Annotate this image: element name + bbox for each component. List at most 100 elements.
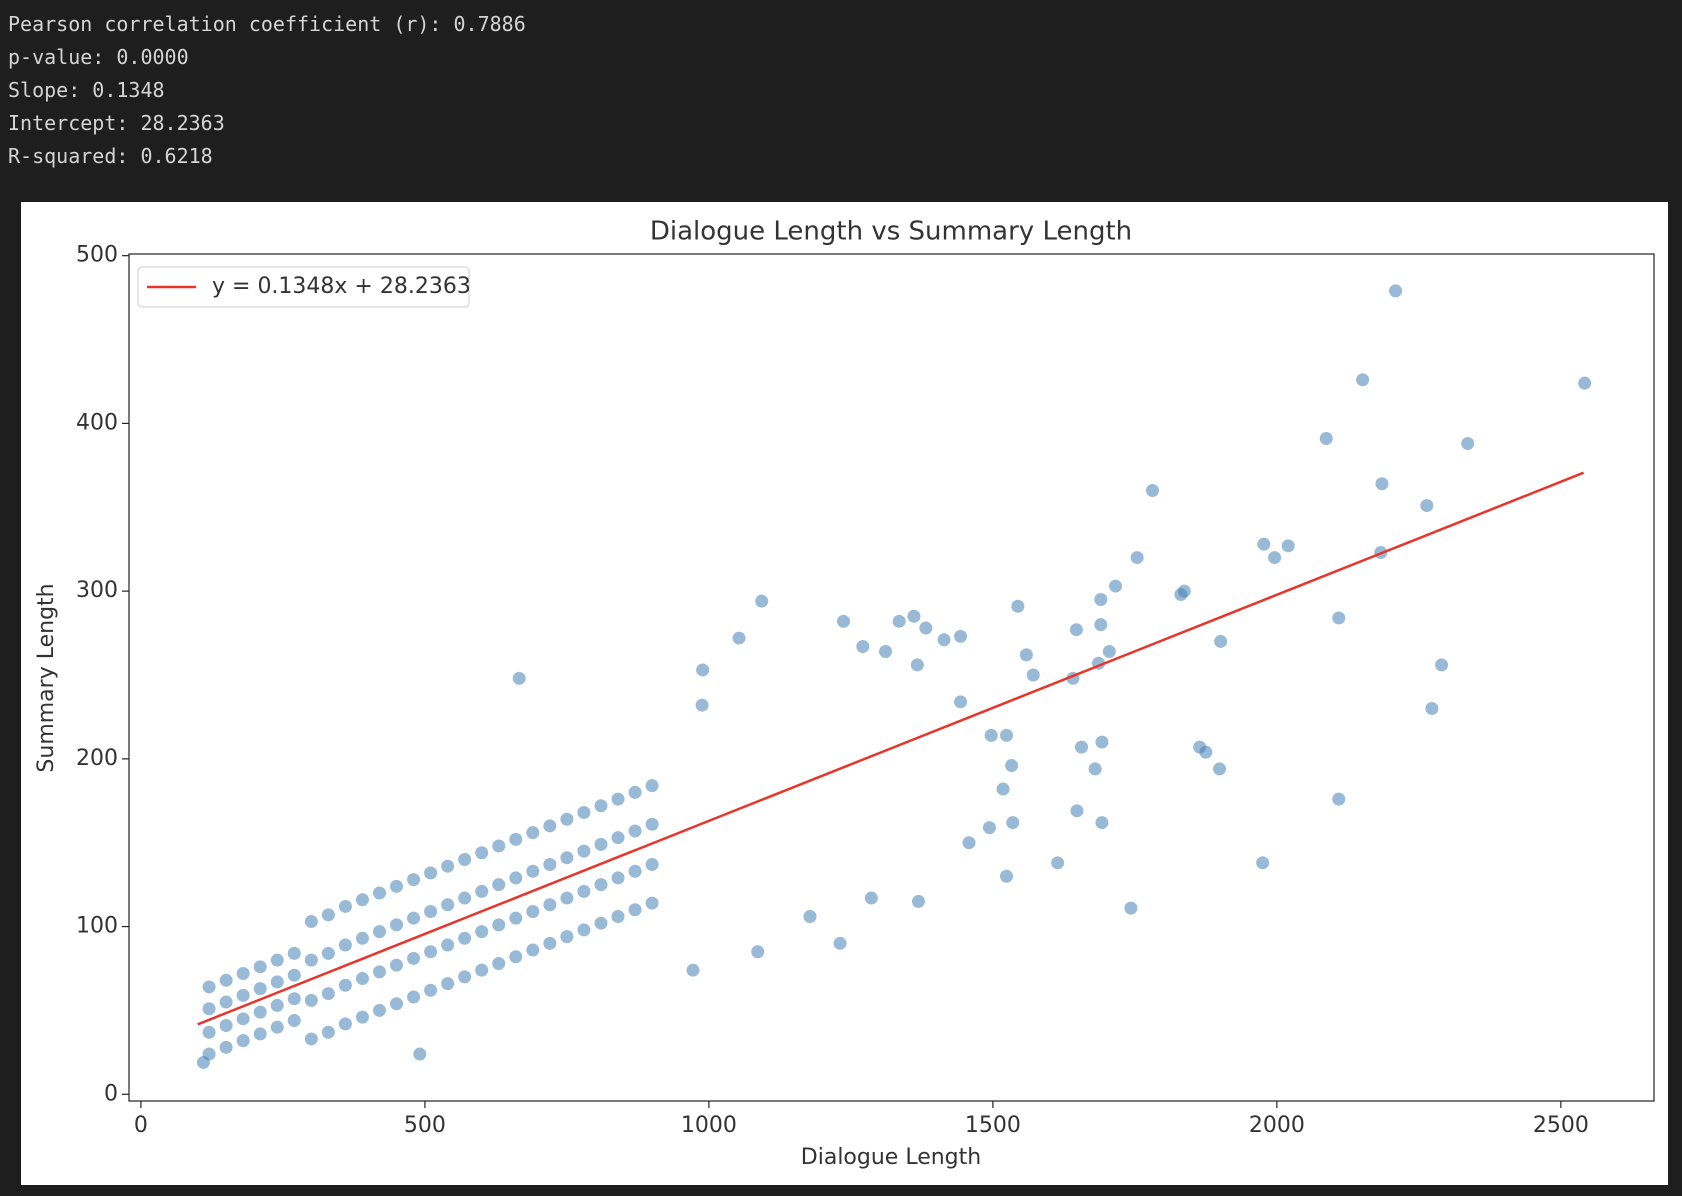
regression-line [197, 471, 1585, 1026]
scatter-point [1281, 539, 1295, 553]
scatter-point [355, 931, 369, 945]
scatter-point [236, 988, 250, 1002]
scatter-point [611, 871, 625, 885]
output-line: p-value: 0.0000 [8, 45, 189, 69]
output-line: Intercept: 28.2363 [8, 111, 225, 135]
scatter-point [407, 911, 421, 925]
chart: Dialogue Length vs Summary Length Dialog… [21, 202, 1668, 1185]
y-tick-label: 500 [76, 243, 118, 268]
scatter-point [543, 898, 557, 912]
scatter-point [441, 977, 455, 991]
scatter-point [1425, 702, 1439, 716]
scatter-point [864, 891, 878, 905]
scatter-point [407, 951, 421, 965]
scatter-point [1095, 735, 1109, 749]
scatter-point [304, 1032, 318, 1046]
scatter-point [560, 851, 574, 865]
scatter-point [594, 878, 608, 892]
scatter-point [910, 658, 924, 672]
scatter-point [407, 990, 421, 1004]
scatter-point [253, 1027, 267, 1041]
scatter-point [954, 629, 968, 643]
scatter-point [856, 639, 870, 653]
scatter-point [833, 936, 847, 950]
scatter-point [287, 992, 301, 1006]
scatter-point [407, 873, 421, 887]
scatter-point [321, 946, 335, 960]
scatter-point [236, 967, 250, 981]
scatter-point [424, 945, 438, 959]
scatter-point [1257, 537, 1271, 551]
scatter-point [475, 884, 489, 898]
scatter-point [492, 839, 506, 853]
scatter-point [803, 910, 817, 924]
scatter-point [1102, 645, 1116, 659]
scatter-point [982, 821, 996, 835]
scatter-point [304, 993, 318, 1007]
scatter-point [270, 953, 284, 967]
legend-label: y = 0.1348x + 28.2363 [212, 274, 471, 299]
plot-area [196, 284, 1592, 1069]
scatter-point [611, 831, 625, 845]
scatter-point [219, 1040, 233, 1054]
scatter-point [390, 918, 404, 932]
scatter-point [509, 911, 523, 925]
x-tick-label: 0 [134, 1113, 148, 1138]
scatter-point [526, 943, 540, 957]
scatter-point [686, 963, 700, 977]
scatter-point [526, 864, 540, 878]
scatter-point [1026, 668, 1040, 682]
scatter-point [236, 1012, 250, 1026]
scatter-point [458, 970, 472, 984]
output-line: Pearson correlation coefficient (r): 0.7… [8, 12, 526, 36]
scatter-point [1000, 728, 1014, 742]
scatter-point [1095, 816, 1109, 830]
scatter-point [560, 812, 574, 826]
scatter-point [372, 1003, 386, 1017]
scatter-point [253, 982, 267, 996]
scatter-point [1074, 740, 1088, 754]
y-tick-label: 400 [76, 410, 118, 435]
scatter-point [577, 884, 591, 898]
scatter-point [1256, 856, 1270, 870]
x-tick-label: 1000 [681, 1113, 737, 1138]
x-axis-label: Dialogue Length [801, 1145, 981, 1170]
chart-title: Dialogue Length vs Summary Length [650, 217, 1132, 247]
x-tick-label: 500 [404, 1113, 446, 1138]
y-tick-label: 200 [76, 746, 118, 771]
scatter-point [628, 824, 642, 838]
scatter-point [509, 950, 523, 964]
scatter-point [751, 945, 765, 959]
scatter-point [441, 938, 455, 952]
scatter-point [645, 779, 659, 793]
scatter-point [1578, 376, 1592, 390]
scatter-point [202, 1047, 216, 1061]
scatter-point [937, 633, 951, 647]
scatter-point [879, 645, 893, 659]
scatter-point [1130, 551, 1144, 565]
chart-background [21, 202, 1668, 1185]
scatter-point [755, 594, 769, 608]
scatter-point [577, 806, 591, 820]
scatter-point [907, 609, 921, 623]
scatter-point [338, 938, 352, 952]
scatter-point [458, 891, 472, 905]
scatter-point [611, 910, 625, 924]
scatter-point [645, 817, 659, 831]
scatter-point [1005, 759, 1019, 773]
scatter-point [202, 1002, 216, 1016]
scatter-point [1213, 762, 1227, 776]
scatter-point [475, 846, 489, 860]
scatter-point [1088, 762, 1102, 776]
scatter-point [253, 960, 267, 974]
scatter-point [543, 819, 557, 833]
scatter-point [1214, 634, 1228, 648]
scatter-point [287, 946, 301, 960]
scatter-point [611, 792, 625, 806]
scatter-point [270, 998, 284, 1012]
scatter-point [892, 614, 906, 628]
scatter-point [202, 1025, 216, 1039]
scatter-point [509, 871, 523, 885]
scatter-point [1124, 901, 1138, 915]
